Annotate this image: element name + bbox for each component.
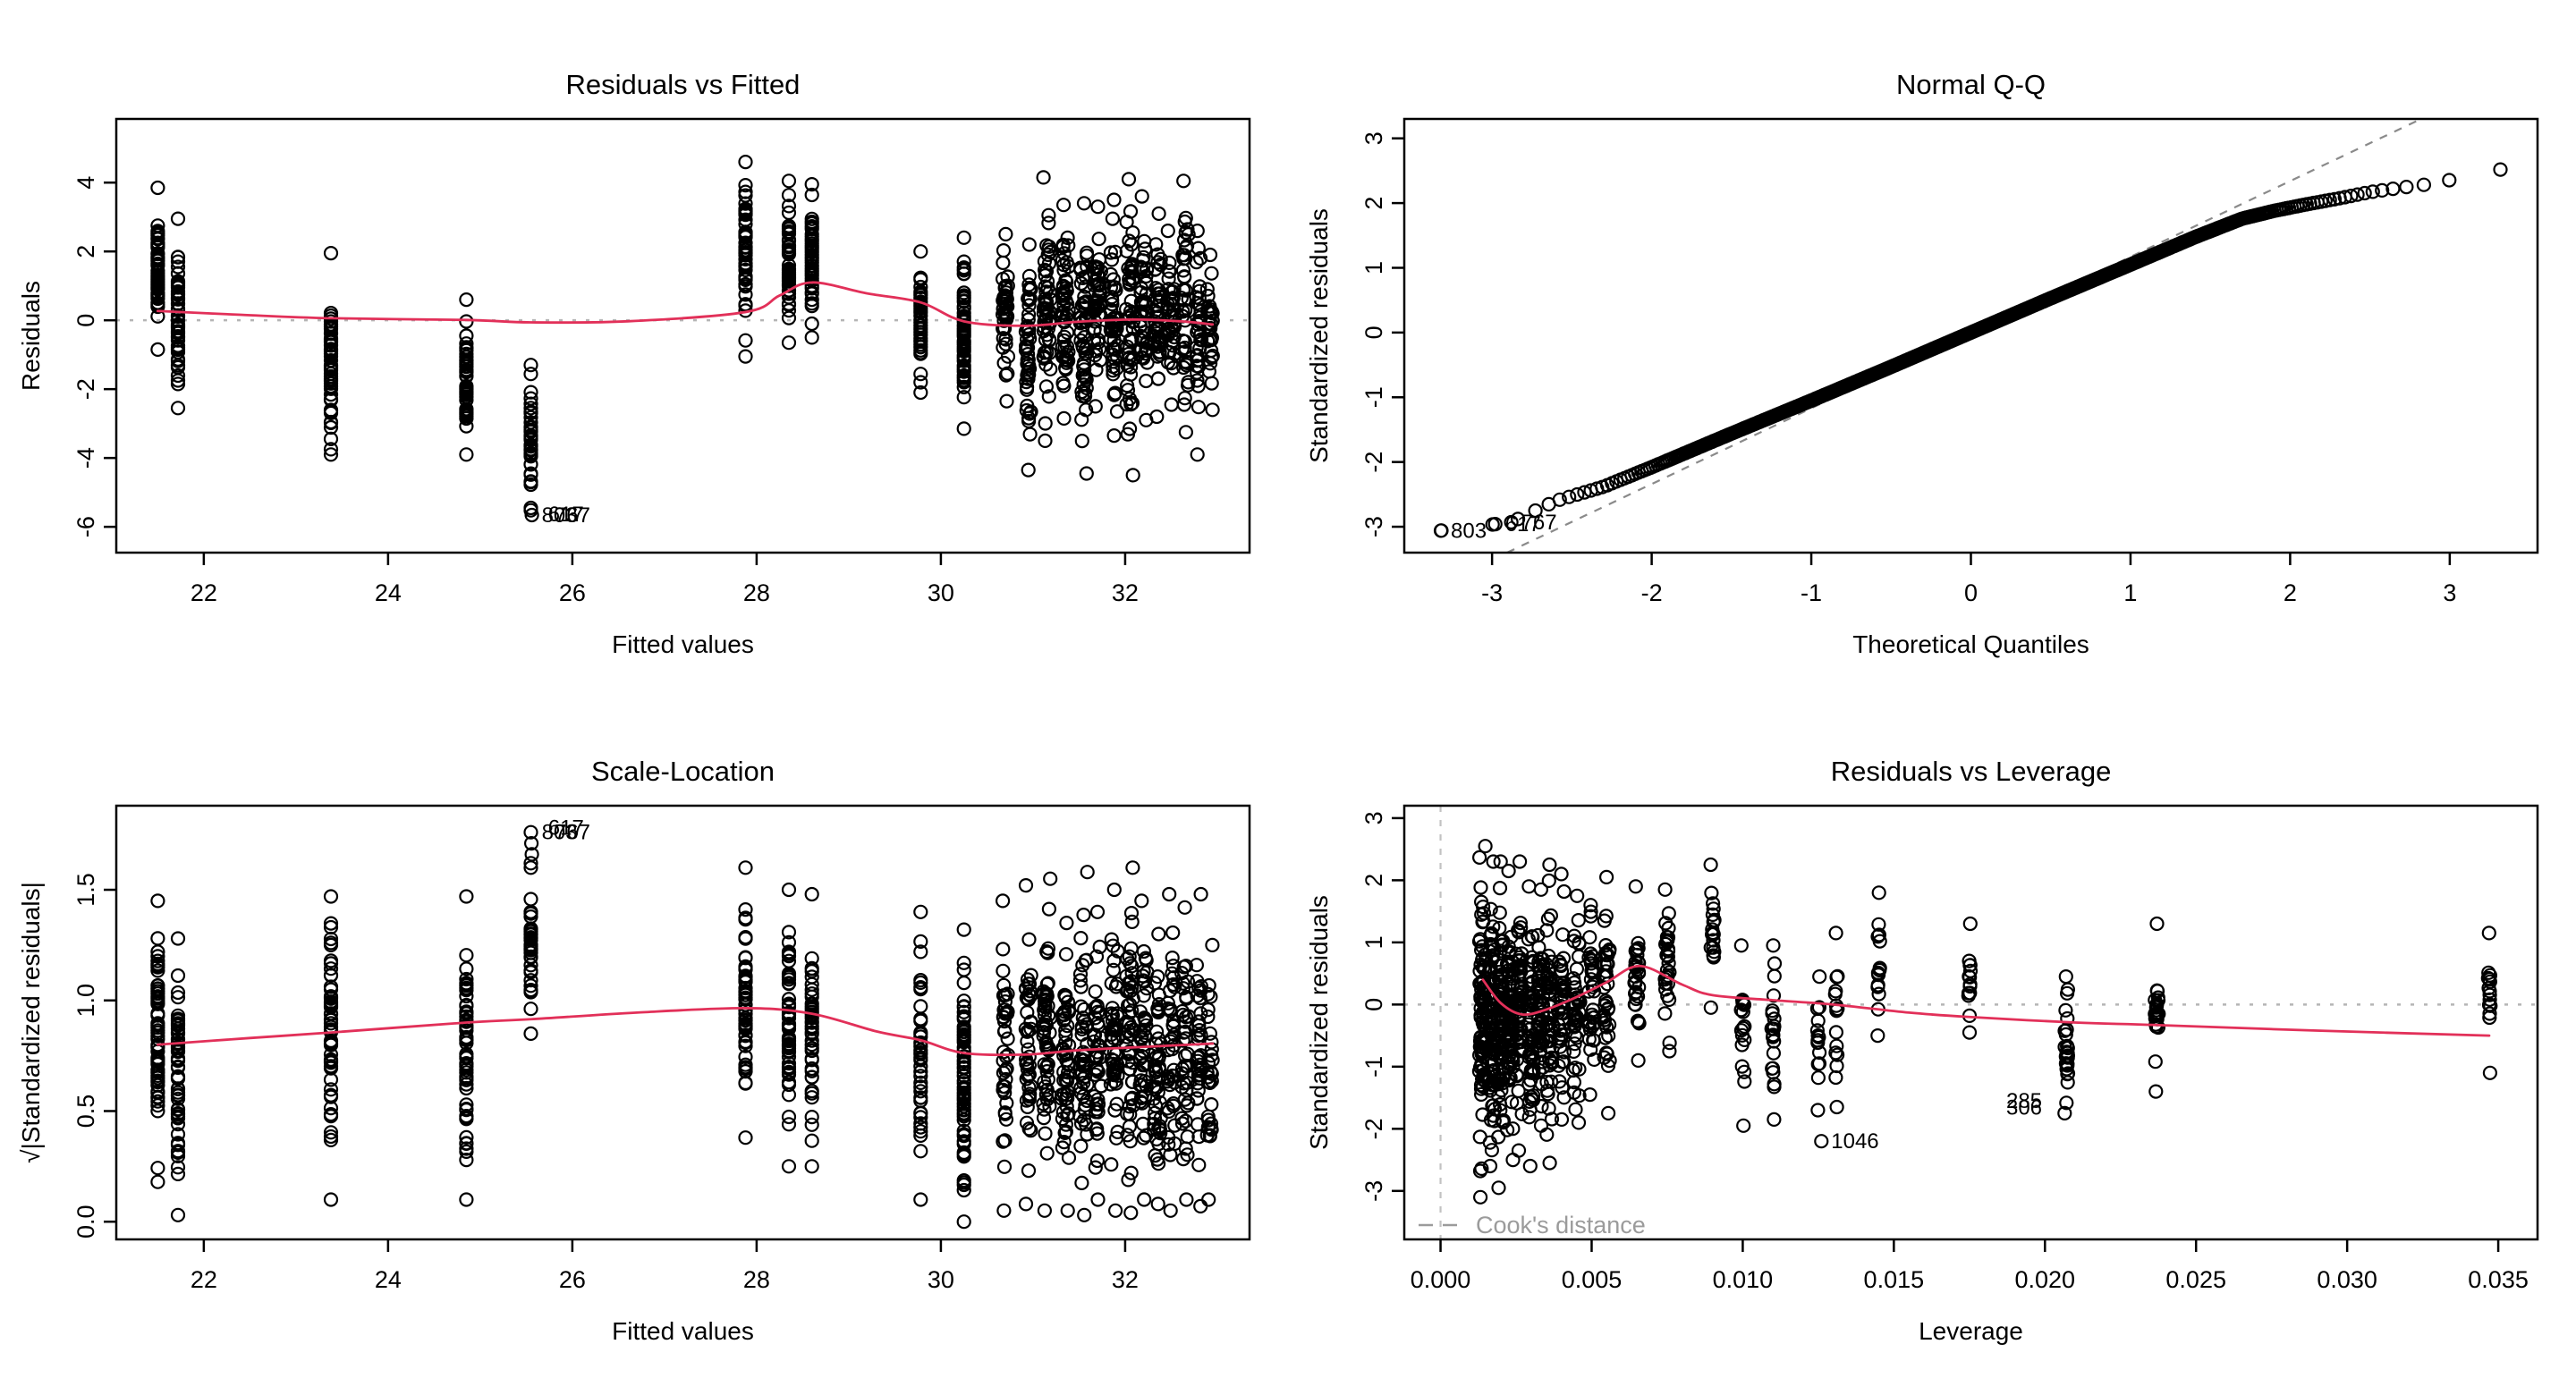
data-points [1471,839,2498,1205]
plot-frame [114,117,1251,554]
y-axis-label: Standardized residuals [1305,208,1333,463]
plot-title: Residuals vs Fitted [566,69,801,100]
plot-frame [1402,117,2539,554]
outlier-label: 803 [542,503,578,528]
y-tick-label: -1 [1360,1056,1387,1078]
x-tick-label: 32 [1112,579,1139,606]
data-points [150,824,1220,1230]
y-tick-label: -6 [72,516,99,537]
x-tick-label: -2 [1641,579,1663,606]
panel-scale-location: Scale-Location Fitted values √|Standardize… [0,687,1288,1374]
y-tick-label: 2 [1360,197,1387,210]
x-tick-label: 0.020 [2014,1266,2075,1293]
y-tick-label: 0.0 [72,1205,99,1239]
y-tick-label: 3 [1360,811,1387,824]
x-tick-label: 24 [375,1266,402,1293]
x-tick-label: 28 [743,579,770,606]
x-tick-label: 26 [559,1266,586,1293]
x-tick-label: 2 [2284,579,2297,606]
outlier-label: 285 [2006,1089,2042,1113]
x-tick-label: 28 [743,1266,770,1293]
x-tick-label: 0.010 [1713,1266,1774,1293]
y-axis-label: Standardized residuals [1305,895,1333,1150]
x-tick-label: 0.035 [2468,1266,2529,1293]
y-tick-label: -3 [1360,516,1387,537]
x-axis-label: Leverage [1919,1317,2023,1345]
x-tick-label: 0.030 [2317,1266,2377,1293]
x-tick-label: -3 [1481,579,1503,606]
normal-qq-plot: Normal Q-Q Theoretical Quantiles Standardi… [1305,69,2539,658]
y-tick-label: 1 [1360,935,1387,949]
plot-frame [1402,804,2539,1241]
x-tick-label: 0.005 [1562,1266,1623,1293]
x-tick-label: 1 [2123,579,2137,606]
residuals-vs-leverage-plot: Residuals vs Leverage Leverage Standardize… [1305,756,2539,1345]
y-tick-label: -1 [1360,386,1387,408]
y-tick-label: 2 [72,245,99,258]
y-tick-label: -2 [72,378,99,400]
outlier-label: 767 [1521,511,1557,535]
x-tick-label: 30 [928,1266,954,1293]
cooks-distance-legend-label: Cook's distance [1476,1212,1646,1239]
x-tick-label: 32 [1112,1266,1139,1293]
x-axis-label: Theoretical Quantiles [1852,630,2089,658]
y-tick-label: 3 [1360,131,1387,145]
y-tick-label: -2 [1360,452,1387,473]
data-points [150,155,1220,523]
x-tick-label: 22 [191,579,217,606]
x-axis-label: Fitted values [612,630,754,658]
y-tick-label: -2 [1360,1118,1387,1139]
y-tick-label: 0 [1360,325,1387,339]
outlier-label: 306 [2006,1096,2042,1120]
scale-location-plot: Scale-Location Fitted values √|Standardize… [17,756,1251,1345]
outlier-label: 803 [1451,519,1487,543]
x-tick-label: 26 [559,579,586,606]
data-points [1433,162,2508,538]
outlier-label: 767 [555,821,590,845]
x-tick-label: 0.000 [1411,1266,1471,1293]
x-tick-label: -1 [1801,579,1822,606]
y-tick-label: 1.0 [72,984,99,1018]
plot-frame [114,804,1251,1241]
outlier-label: 617 [1505,512,1541,537]
y-tick-label: 1 [1360,261,1387,275]
plot-title: Scale-Location [591,756,775,787]
loess-line [156,1007,1215,1057]
y-tick-label: 4 [72,176,99,190]
outlier-label: 767 [555,503,590,528]
residuals-vs-fitted-plot: Residuals vs Fitted Fitted values Residual… [17,69,1251,658]
loess-line [156,281,1215,327]
panel-residuals-vs-fitted: Residuals vs Fitted Fitted values Residual… [0,0,1288,687]
outlier-label: 617 [548,816,584,841]
outlier-label: 617 [548,503,584,527]
y-tick-label: 1.5 [72,873,99,907]
x-tick-label: 0.015 [1864,1266,1925,1293]
panel-normal-qq: Normal Q-Q Theoretical Quantiles Standardi… [1288,0,2576,687]
y-tick-label: 0.5 [72,1095,99,1129]
x-tick-label: 3 [2443,579,2456,606]
outlier-label: 803 [542,821,578,845]
panel-residuals-vs-leverage: Residuals vs Leverage Leverage Standardize… [1288,687,2576,1374]
x-axis-label: Fitted values [612,1317,754,1345]
x-tick-label: 22 [191,1266,217,1293]
y-axis-label: √|Standardized residuals| [17,882,45,1163]
y-tick-label: 0 [72,314,99,327]
x-tick-label: 0.025 [2165,1266,2226,1293]
plot-title: Residuals vs Leverage [1831,756,2112,787]
plot-title: Normal Q-Q [1896,69,2046,100]
y-tick-label: -3 [1360,1180,1387,1202]
outlier-label: 1046 [1831,1129,1878,1154]
loess-line [1481,964,2491,1037]
y-tick-label: -4 [72,447,99,469]
y-axis-label: Residuals [17,281,45,391]
x-tick-label: 0 [1964,579,1978,606]
y-tick-label: 0 [1360,998,1387,1011]
x-tick-label: 30 [928,579,954,606]
x-tick-label: 24 [375,579,402,606]
y-tick-label: 2 [1360,874,1387,887]
